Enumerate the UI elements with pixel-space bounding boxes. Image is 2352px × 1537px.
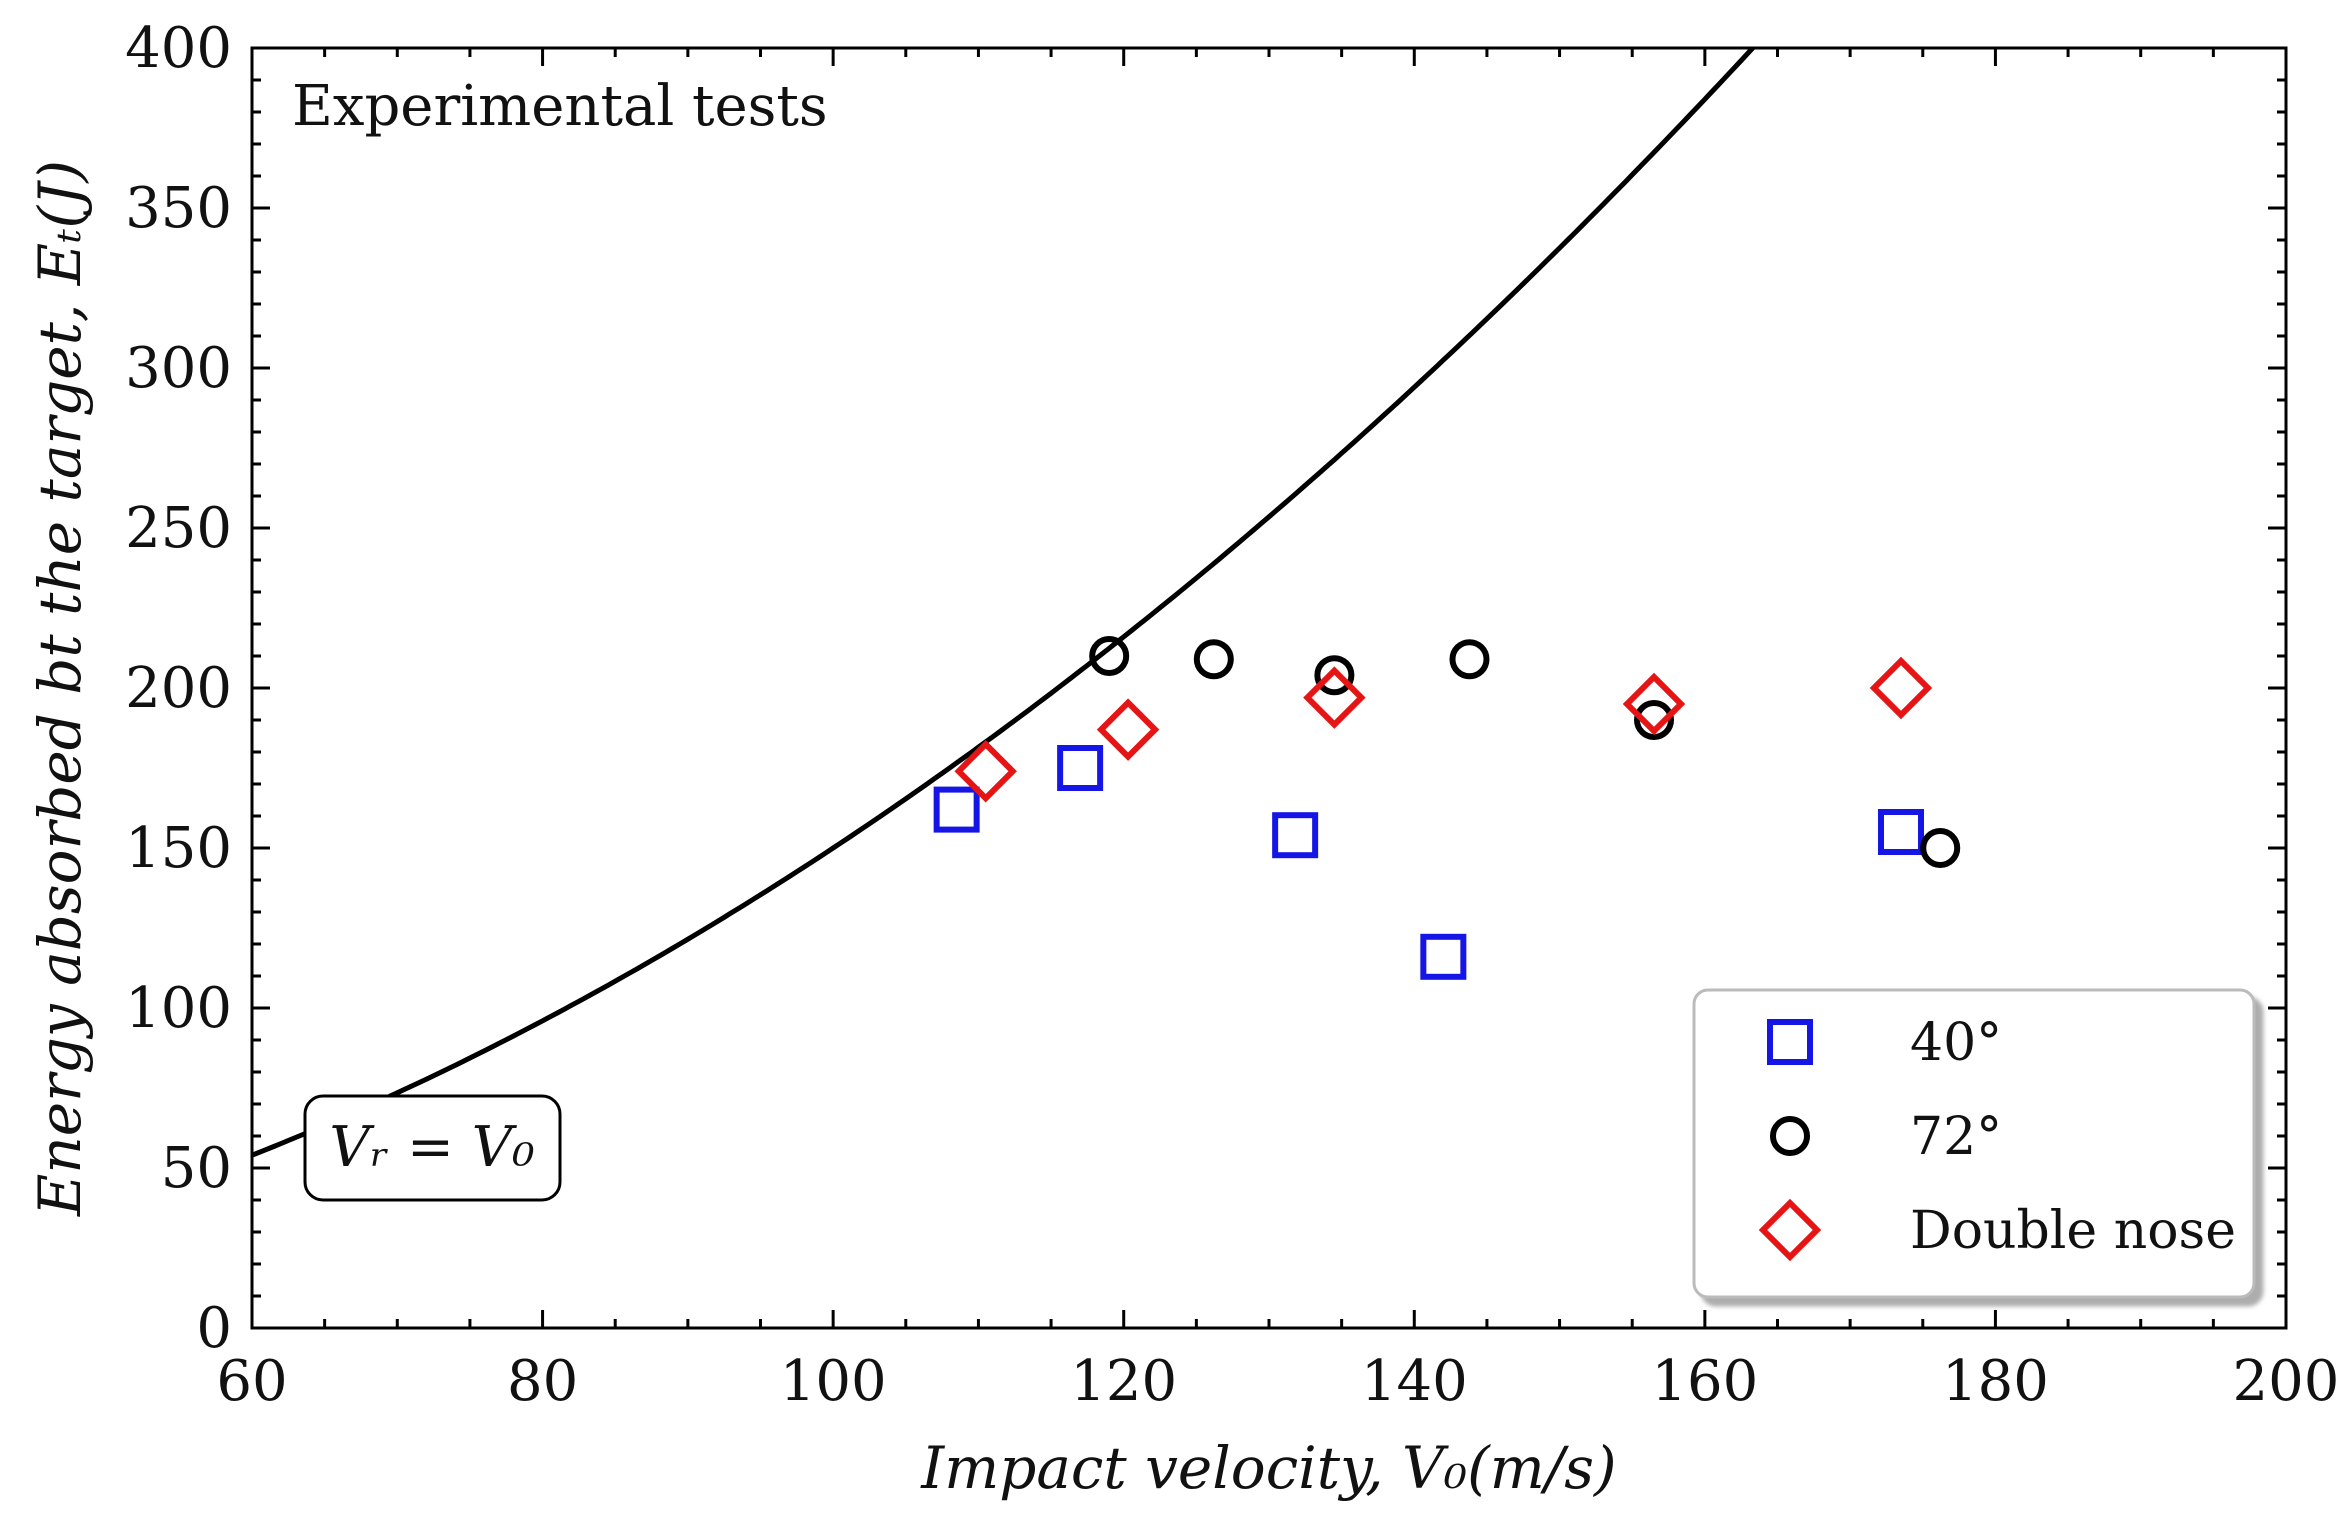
legend-marker-circle	[1770, 1116, 1810, 1156]
legend-label: 72°	[1910, 1107, 2002, 1167]
curve-label-box: Vᵣ = V₀	[303, 1094, 562, 1202]
annotation-experimental-tests: Experimental tests	[292, 74, 828, 139]
circle-data-point	[1634, 700, 1675, 740]
circle-data-point	[1449, 639, 1490, 680]
square-data-point	[1272, 812, 1319, 859]
y-tick-label: 0	[196, 1296, 232, 1361]
circle-data-point	[1089, 636, 1130, 676]
series-square	[933, 745, 1924, 980]
x-axis-label: Impact velocity, V₀(m/s)	[920, 1434, 1616, 1502]
data-markers	[933, 636, 1961, 980]
square-data-point	[1420, 933, 1467, 980]
square-data-point	[1057, 745, 1104, 791]
y-tick-label: 200	[125, 656, 232, 721]
x-tick-label: 80	[507, 1349, 578, 1414]
y-axis-label: Energy absorbed bt the target, Eₜ(J)	[26, 160, 94, 1217]
circle-data-point	[1920, 828, 1961, 868]
x-tick-label: 100	[780, 1349, 887, 1414]
x-tick-label: 200	[2233, 1349, 2340, 1414]
x-tick-labels: 60 80 100 120 140 160 180 200	[216, 1349, 2339, 1414]
diamond-data-point	[1622, 672, 1686, 736]
x-tick-label: 140	[1361, 1349, 1468, 1414]
circle-data-point	[1193, 639, 1234, 680]
curve-label: Vᵣ = V₀	[329, 1115, 534, 1180]
circle-data-point	[1314, 655, 1355, 696]
legend-marker-diamond	[1758, 1198, 1822, 1262]
diamond-data-point	[1869, 656, 1933, 720]
square-data-point	[1877, 809, 1924, 855]
series-circle	[1089, 636, 1961, 868]
x-tick-label: 120	[1070, 1349, 1177, 1414]
diamond-data-point	[1303, 666, 1366, 729]
diamond-data-point	[1096, 698, 1160, 761]
legend: 40° 72° Double nose	[1692, 988, 2256, 1299]
x-tick-label: 60	[216, 1349, 287, 1414]
diamond-data-point	[954, 739, 1017, 803]
legend-label: Double nose	[1910, 1201, 2236, 1261]
y-tick-label: 150	[125, 816, 232, 881]
curve-vr-equals-v0	[252, 48, 1757, 1158]
y-tick-label: 50	[161, 1136, 232, 1201]
y-tick-label: 400	[125, 16, 232, 81]
y-tick-label: 100	[125, 976, 232, 1041]
y-tick-labels: 0 50 100 150 200 250 300 350 400	[125, 16, 232, 1361]
series-diamond	[954, 656, 1933, 803]
x-tick-label: 180	[1942, 1349, 2049, 1414]
x-tick-label: 160	[1651, 1349, 1758, 1414]
y-tick-label: 350	[125, 176, 232, 241]
legend-label: 40°	[1910, 1013, 2002, 1073]
square-data-point	[933, 786, 980, 833]
y-tick-label: 300	[125, 336, 232, 401]
legend-marker-square	[1767, 1019, 1813, 1065]
plot-frame	[250, 46, 2288, 1330]
y-tick-label: 250	[125, 496, 232, 561]
